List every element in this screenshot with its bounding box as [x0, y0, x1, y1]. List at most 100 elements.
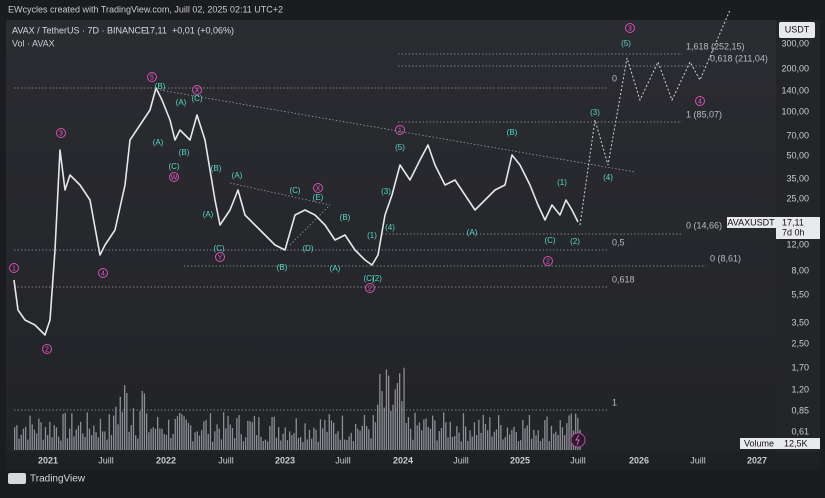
volume-bar: [275, 437, 278, 450]
wave-circle: [695, 96, 705, 106]
price-label: 1,20: [791, 384, 809, 394]
volume-bar: [548, 441, 550, 450]
minor-wave: (5): [621, 39, 631, 48]
volume-bar: [330, 420, 333, 450]
volume-bar: [106, 439, 108, 450]
volume-bar: [91, 435, 93, 450]
minor-wave: (C): [168, 162, 179, 171]
primary-wave: 1: [12, 265, 16, 272]
volume-bar: [60, 440, 62, 450]
volume-bar: [42, 439, 44, 450]
minor-wave: (E): [313, 193, 324, 202]
volume-bar: [152, 427, 154, 450]
volume-bar: [154, 428, 157, 450]
volume-bar: [339, 439, 341, 450]
volume-bar: [396, 382, 399, 450]
volume-bar: [80, 421, 82, 450]
volume-bar: [77, 425, 80, 450]
volume-bar: [205, 419, 207, 450]
primary-wave: W: [171, 174, 178, 181]
volume-bar: [185, 419, 187, 450]
volume-bar: [306, 439, 308, 450]
credit: EWcycles created with TradingView.com, J…: [8, 4, 283, 14]
time-label: 2027: [747, 455, 767, 465]
currency-box[interactable]: [779, 22, 815, 38]
volume-bar: [291, 435, 293, 450]
volume-bar: [293, 433, 295, 450]
wave-circle: [625, 23, 635, 33]
volume-bar: [282, 433, 284, 450]
volume-bar: [383, 407, 385, 450]
volume-bar: [108, 414, 110, 450]
volume-bar: [355, 423, 357, 450]
primary-wave: Y: [218, 254, 223, 261]
volume-bar: [137, 438, 139, 450]
volume-bar: [115, 406, 117, 450]
fib-label: 1 (85,07): [686, 109, 722, 119]
price-label: 35,00: [786, 173, 809, 183]
volume-bar: [570, 413, 572, 450]
time-label: 2023: [275, 455, 295, 465]
volume-bar: [55, 427, 58, 450]
price-tag: [776, 217, 820, 239]
minor-wave: (3): [590, 108, 600, 117]
minor-wave: (3): [381, 187, 391, 196]
volume-bar: [289, 431, 291, 450]
volume-bar: [506, 427, 509, 450]
price-series: [13, 87, 579, 336]
minor-wave: (5): [395, 143, 405, 152]
volume-bar: [207, 433, 209, 450]
time-label: Juill: [98, 455, 114, 465]
alert-bolt: [575, 434, 580, 446]
minor-wave: (A): [467, 228, 478, 237]
volume-bar: [333, 422, 335, 450]
volume-bar: [286, 440, 289, 450]
volume-bar: [418, 422, 421, 450]
fib-label: 0,5: [612, 237, 625, 247]
volume-bar: [95, 432, 97, 450]
wave-circle: [147, 72, 157, 82]
volume-bar: [566, 423, 568, 450]
time-label: 2026: [629, 455, 649, 465]
volume-bar: [150, 428, 152, 450]
volume-bar: [425, 418, 427, 450]
volume-bar: [44, 427, 47, 450]
volume-bar: [561, 427, 564, 450]
volume-bar: [429, 428, 432, 450]
volume-bar: [187, 422, 190, 450]
volume-bar: [495, 429, 498, 450]
volume-bar: [201, 430, 203, 450]
volume-bar: [247, 420, 249, 450]
volume-bar: [440, 427, 443, 450]
volume-bar: [214, 431, 216, 450]
price-label: 2,50: [791, 338, 809, 348]
primary-wave: 2: [546, 258, 550, 265]
volume-bar: [58, 436, 60, 450]
volume-bar: [36, 433, 38, 450]
price-label: 25,00: [786, 193, 809, 203]
volume-bar: [447, 437, 449, 450]
volume-bar: [14, 427, 16, 450]
volume-bar: [476, 435, 478, 450]
price-label: 70,00: [786, 130, 809, 140]
volume-bar: [117, 424, 119, 450]
volume-bar: [322, 428, 324, 450]
fib-label: 0 (14,66): [686, 220, 722, 230]
currency[interactable]: USDT: [785, 24, 810, 34]
volume-bar: [130, 425, 132, 450]
volume-bar: [473, 422, 476, 450]
wave-circle: [56, 128, 66, 138]
volume-bar: [280, 440, 282, 450]
volume-bar: [449, 421, 451, 450]
volume-bar: [458, 432, 460, 450]
volume-bar: [119, 396, 121, 450]
volume-bar: [557, 435, 559, 450]
volume-bar: [423, 419, 425, 450]
volume-bar: [146, 413, 148, 450]
volume-bar: [99, 418, 102, 450]
volume-bar: [231, 427, 234, 450]
volume-bar: [564, 435, 566, 450]
volume-bar: [64, 412, 66, 450]
volume-bar: [75, 429, 77, 450]
chart-pane: [6, 20, 776, 452]
